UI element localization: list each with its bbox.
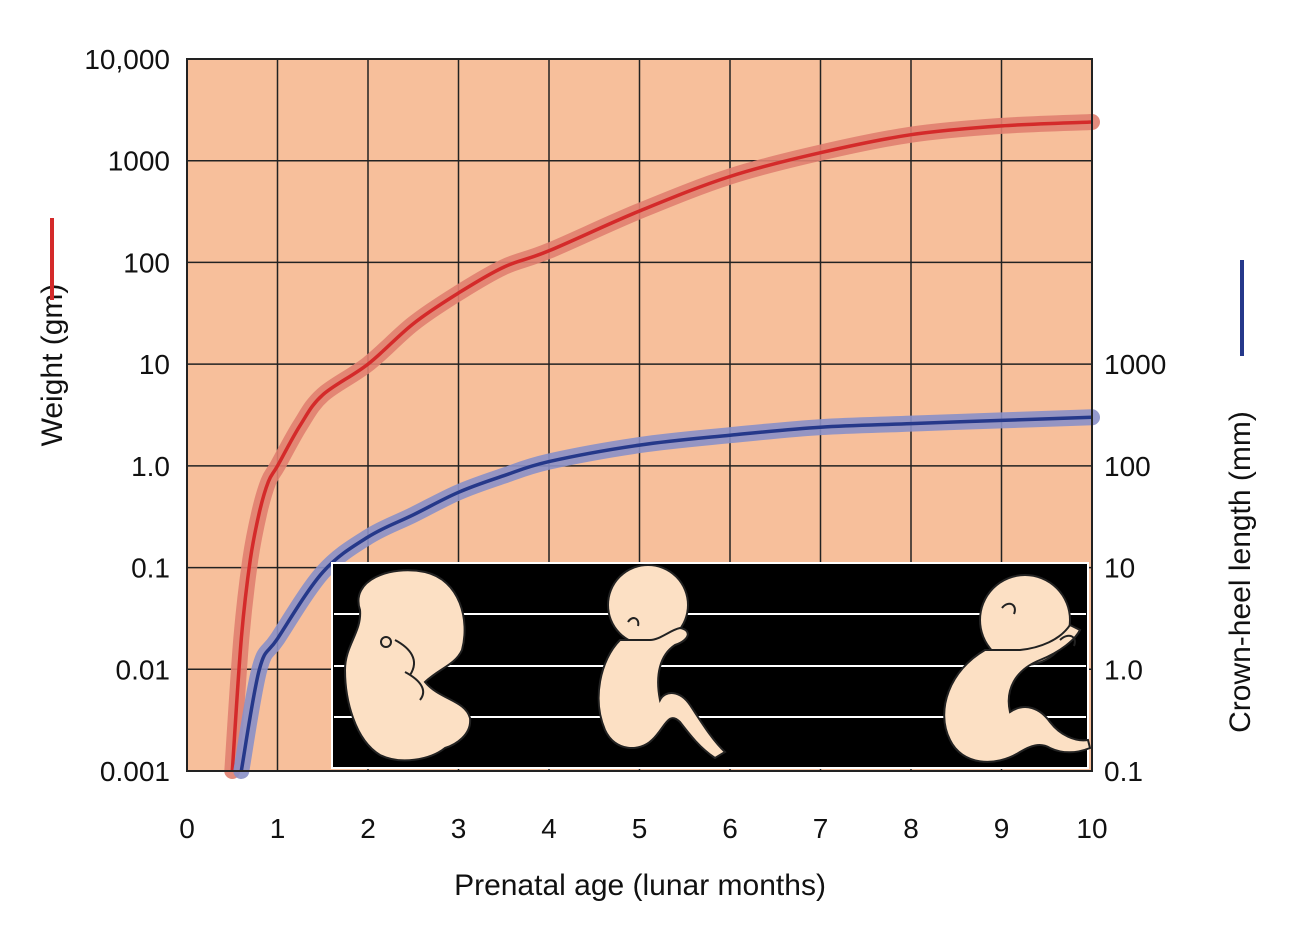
y-left-tick-label: 10: [139, 349, 170, 380]
y-left-tick-label: 1000: [108, 146, 170, 177]
y-right-tick-label: 1.0: [1104, 654, 1143, 685]
embryo-figure: [343, 569, 472, 762]
series-2-line: [239, 415, 1093, 772]
x-axis-title: Prenatal age (lunar months): [454, 869, 826, 902]
x-tick-label: 10: [1076, 813, 1107, 844]
x-tick-label: 7: [813, 813, 829, 844]
series-1-line: [230, 120, 1093, 772]
y-right-tick-label: 1000: [1104, 349, 1166, 380]
y-axis-left-title: Weight (gm): [36, 284, 69, 447]
x-tick-label: 0: [179, 813, 195, 844]
y-left-tick-label: 1.0: [131, 451, 170, 482]
fetus-figure-right: [943, 574, 1092, 763]
y-axis-right-title: Crown-heel length (mm): [1224, 411, 1257, 733]
fetal-development-illustration: [331, 562, 1092, 769]
plot-frame: [186, 58, 1093, 772]
fetus-figure-middle: [597, 564, 727, 760]
x-axis-ticks: 0 1 2 3 4 5 6 7 8 9 10: [179, 813, 1107, 844]
y-right-tick-label: 100: [1104, 451, 1151, 482]
x-tick-label: 3: [451, 813, 467, 844]
y-right-tick-label: 0.1: [1104, 756, 1143, 787]
y-left-tick-label: 0.001: [100, 756, 170, 787]
y-axis-left-ticks: 10,000 1000 100 10 1.0 0.1 0.01 0.001: [84, 44, 170, 787]
x-tick-label: 4: [541, 813, 557, 844]
x-tick-label: 9: [994, 813, 1010, 844]
series-layer: [224, 114, 1100, 779]
x-tick-label: 8: [903, 813, 919, 844]
y-left-tick-label: 0.1: [131, 553, 170, 584]
x-tick-label: 2: [360, 813, 376, 844]
y-left-tick-label: 0.01: [116, 654, 171, 685]
x-tick-label: 1: [270, 813, 286, 844]
y-left-tick-label: 10,000: [84, 44, 170, 75]
y-right-tick-label: 10: [1104, 553, 1135, 584]
y-left-tick-label: 100: [123, 247, 170, 278]
x-tick-label: 6: [722, 813, 738, 844]
y-axis-right-ticks: 1000 100 10 1.0 0.1: [1104, 349, 1166, 787]
x-tick-label: 5: [632, 813, 648, 844]
